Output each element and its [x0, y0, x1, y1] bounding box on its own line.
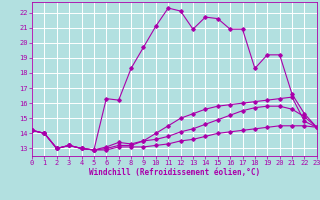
X-axis label: Windchill (Refroidissement éolien,°C): Windchill (Refroidissement éolien,°C)	[89, 168, 260, 177]
